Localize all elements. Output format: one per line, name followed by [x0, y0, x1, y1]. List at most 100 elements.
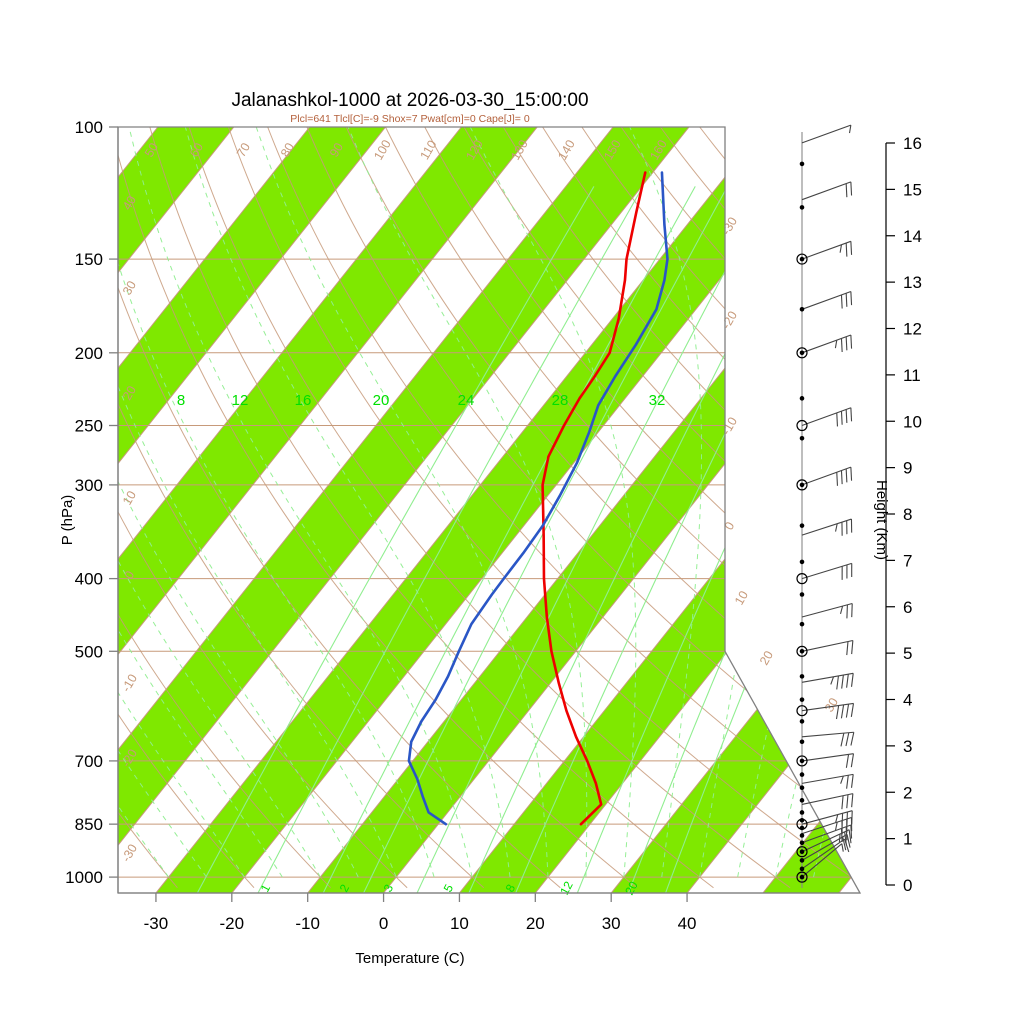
barb-feather	[845, 826, 848, 841]
barb-shaft	[801, 824, 852, 844]
x-tick-label: -30	[144, 914, 169, 933]
wind-level-dot	[799, 256, 805, 262]
wind-level-dot	[799, 396, 805, 401]
grid-label: 60	[187, 140, 206, 159]
y-tick-label: 700	[75, 752, 103, 771]
dry-adiabat	[227, 127, 860, 889]
mixing-ratio-label: 28	[552, 392, 569, 409]
wind-barb	[801, 672, 854, 690]
wind-barb	[801, 124, 852, 144]
barb-feather	[839, 244, 843, 253]
x-tick-label: 0	[379, 914, 388, 933]
wind-level-ring	[796, 846, 808, 858]
barb-feather	[846, 674, 849, 688]
barb-feather	[848, 125, 852, 134]
wind-level-dot	[799, 697, 805, 702]
x-axis-title: Temperature (C)	[355, 950, 464, 967]
barb-feather	[841, 795, 844, 810]
barb-feather	[845, 242, 848, 257]
barb-feather	[835, 705, 840, 720]
barb-feather	[850, 774, 854, 788]
wind-barb	[801, 602, 853, 619]
wind-level-ring	[796, 573, 808, 585]
shade-band	[118, 127, 386, 893]
barb-shaft	[801, 407, 852, 427]
barb-feather	[836, 675, 839, 690]
barb-feather	[845, 754, 850, 768]
moist-adiabat	[118, 127, 397, 878]
wind-barb	[801, 838, 850, 870]
wind-level-dot	[799, 874, 805, 880]
y-tick-label: 100	[75, 118, 103, 137]
dry-adiabat	[118, 127, 561, 889]
barb-feather	[841, 674, 844, 689]
x-tick-label: 40	[678, 914, 697, 933]
barb-shaft	[801, 731, 854, 738]
y-tick-label: 500	[75, 642, 103, 661]
barb-shaft	[801, 181, 852, 201]
pressure-axis: 100 150 200 250 300 400 500 700 850 1000	[65, 118, 119, 893]
wind-barb	[801, 562, 853, 580]
y-tick-label: 850	[75, 815, 103, 834]
wind-barb	[801, 639, 854, 656]
wind-level-ring	[796, 479, 808, 491]
mixing-ratio-line	[468, 186, 812, 893]
barb-feather	[839, 605, 844, 615]
barb-shaft	[801, 817, 852, 835]
wind-barb	[801, 334, 853, 354]
wind-level-dot	[799, 307, 805, 312]
barb-feather	[850, 291, 853, 306]
barb-feather	[845, 704, 850, 718]
moist-adiabat	[118, 127, 283, 878]
moist-adiabat	[184, 127, 511, 878]
height-tick-label: 14	[903, 227, 922, 246]
height-tick-label: 13	[903, 273, 922, 292]
height-tick-label: 3	[903, 737, 912, 756]
isotherm	[118, 127, 614, 893]
wind-level-dot	[799, 758, 805, 764]
wind-level-dot	[799, 785, 805, 791]
moist-adiabat	[347, 127, 588, 878]
height-tick-label: 11	[903, 366, 921, 385]
mixing-ratio-label: 16	[295, 392, 312, 409]
y2-axis-title: Height (Km)	[873, 480, 890, 560]
barb-feather	[844, 838, 850, 853]
barb-shaft	[801, 672, 854, 683]
barb-feather	[846, 775, 849, 789]
barb-feather	[840, 338, 843, 353]
barb-feather	[840, 732, 845, 747]
mixing-ratio-label: 8	[177, 392, 185, 409]
dry-adiabat	[118, 127, 408, 889]
barb-shaft	[801, 810, 853, 825]
x-tick-label: 10	[450, 914, 469, 933]
barb-feather	[835, 814, 839, 823]
wind-level-dot	[799, 798, 805, 803]
wind-level-dot	[799, 523, 805, 528]
dry-adiabat	[267, 127, 860, 889]
mixing-ratio-line	[416, 186, 771, 893]
wind-level-dot	[799, 772, 805, 777]
barb-feather	[840, 704, 845, 719]
barb-feather	[830, 676, 835, 685]
mixing-ratio-line	[363, 186, 728, 893]
height-tick-label: 5	[903, 644, 912, 663]
mixing-ratio-line	[196, 186, 595, 893]
barb-feather	[850, 467, 853, 481]
mixing-ratio-label: 12	[232, 392, 249, 409]
height-tick-label: 15	[903, 180, 922, 199]
dry-adiabat	[149, 127, 714, 889]
wind-barb	[801, 843, 844, 878]
barb-feather	[846, 834, 851, 848]
isotherm	[118, 127, 690, 893]
barb-feather	[836, 412, 839, 427]
height-tick-label: 16	[903, 134, 922, 153]
wind-level-ring	[796, 419, 808, 432]
height-tick-label: 7	[903, 551, 912, 570]
barb-shaft	[801, 773, 854, 784]
x-tick-label: 20	[526, 914, 545, 933]
barb-feather	[851, 793, 854, 808]
wind-level-dot	[799, 649, 805, 654]
wind-barb	[801, 240, 853, 260]
y-tick-label: 1000	[65, 868, 103, 887]
